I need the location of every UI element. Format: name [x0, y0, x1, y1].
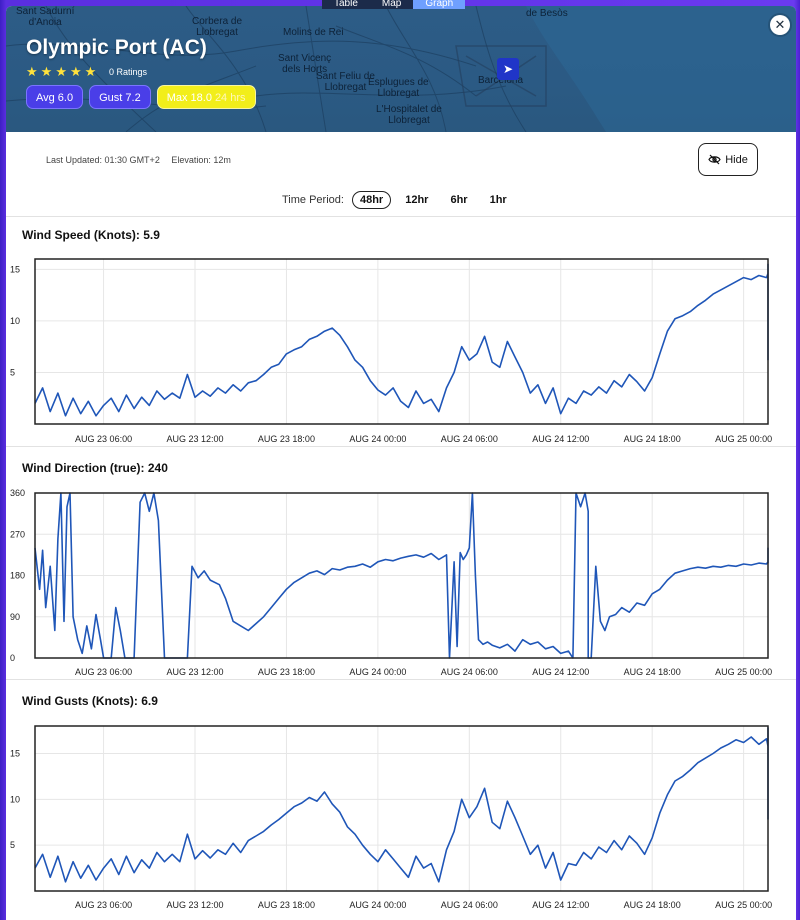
wind-direction-chart[interactable]: 0 90 180 270 360 AUG 23 06:00 AUG 23 12:00 AUG …: [6, 447, 796, 680]
max-badge: Max 18.0 24 hrs: [156, 85, 256, 109]
y-tick-label: 0: [10, 653, 15, 663]
close-icon: ✕: [774, 17, 786, 32]
x-tick-label: AUG 23 12:00: [166, 434, 223, 444]
map-header[interactable]: Sant Sadurní d'Anoia Corbera de Llobrega…: [6, 6, 796, 132]
x-tick-label: AUG 23 06:00: [75, 667, 132, 677]
star-icon[interactable]: ★: [84, 64, 97, 79]
y-tick-label: 15: [10, 749, 20, 759]
x-tick-label: AUG 24 12:00: [532, 900, 589, 910]
elevation: Elevation: 12m: [171, 155, 231, 165]
y-tick-label: 15: [10, 264, 20, 274]
station-panel: Sant Sadurní d'Anoia Corbera de Llobrega…: [6, 6, 796, 920]
x-tick-label: AUG 23 06:00: [75, 900, 132, 910]
period-12hr-button[interactable]: 12hr: [405, 194, 429, 206]
last-updated: Last Updated: 01:30 GMT+2: [46, 155, 160, 165]
x-tick-label: AUG 24 06:00: [441, 900, 498, 910]
x-tick-label: AUG 24 00:00: [349, 900, 406, 910]
wind-gusts-chart[interactable]: 5 10 15 AUG 23 06:00 AUG 23 12:00 AUG 23 18:0…: [6, 680, 796, 920]
x-tick-label: AUG 23 18:00: [258, 900, 315, 910]
x-tick-label: AUG 24 06:00: [441, 667, 498, 677]
plot-frame: [34, 725, 769, 892]
period-6hr-button[interactable]: 6hr: [450, 194, 468, 206]
tab-table[interactable]: Table: [322, 0, 370, 9]
map-label: Esplugues de Llobregat: [368, 77, 429, 99]
time-period-label: Time Period:: [282, 194, 344, 206]
x-tick-label: AUG 24 18:00: [624, 667, 681, 677]
x-tick-label: AUG 23 12:00: [166, 667, 223, 677]
hide-button[interactable]: Hide: [698, 143, 758, 176]
x-tick-label: AUG 23 18:00: [258, 434, 315, 444]
station-name: Olympic Port (AC): [26, 36, 207, 59]
x-tick-label: AUG 25 00:00: [715, 900, 772, 910]
station-meta: Last Updated: 01:30 GMT+2 Elevation: 12m: [46, 155, 231, 165]
period-1hr-button[interactable]: 1hr: [489, 194, 507, 206]
y-tick-label: 10: [10, 794, 20, 804]
wind-direction-section: Wind Direction (true): 240 0 90 180 270 360 A…: [6, 446, 796, 679]
y-tick-label: 270: [10, 529, 25, 539]
ratings-count: 0 Ratings: [109, 67, 148, 77]
plot-frame: [34, 492, 769, 659]
wind-speed-title: Wind Speed (Knots): 5.9: [22, 228, 160, 242]
max-value: Max 18.0: [166, 92, 212, 104]
avg-badge: Avg 6.0: [26, 85, 84, 109]
period-48hr-button[interactable]: 48hr: [351, 191, 392, 209]
y-tick-label: 10: [10, 316, 20, 326]
star-icon[interactable]: ★: [55, 64, 67, 79]
x-tick-label: AUG 24 18:00: [624, 434, 681, 444]
x-tick-label: AUG 24 18:00: [624, 900, 681, 910]
x-tick-label: AUG 24 00:00: [349, 434, 406, 444]
map-label: Corbera de Llobregat: [192, 16, 243, 38]
view-tabs: Table Map Graph: [322, 0, 466, 9]
x-tick-label: AUG 24 12:00: [532, 434, 589, 444]
series-line: [34, 727, 769, 883]
x-tick-label: AUG 25 00:00: [715, 667, 772, 677]
y-tick-label: 360: [10, 488, 25, 498]
map-label: Sant Vicenç dels Horts: [278, 53, 332, 75]
x-tick-label: AUG 24 00:00: [349, 667, 406, 677]
star-icon[interactable]: ★: [40, 64, 53, 79]
map-label: de Besòs: [526, 8, 568, 19]
x-tick-label: AUG 24 06:00: [441, 434, 498, 444]
rating-stars[interactable]: ★ ★ ★ ★ ★: [26, 65, 96, 78]
series-line: [34, 263, 769, 417]
x-tick-label: AUG 25 00:00: [715, 434, 772, 444]
wind-stat-badges: Avg 6.0 Gust 7.2 Max 18.0 24 hrs: [26, 85, 256, 109]
station-location-icon[interactable]: ➤: [497, 58, 519, 80]
y-tick-label: 5: [10, 840, 15, 850]
plot-frame: [34, 258, 769, 425]
x-tick-label: AUG 23 12:00: [166, 900, 223, 910]
tab-graph[interactable]: Graph: [413, 0, 466, 9]
y-tick-label: 90: [10, 612, 20, 622]
y-tick-label: 5: [10, 367, 15, 377]
x-tick-label: AUG 24 12:00: [532, 667, 589, 677]
y-tick-label: 180: [10, 571, 25, 581]
x-tick-label: AUG 23 18:00: [258, 667, 315, 677]
wind-speed-chart[interactable]: 5 10 15 AUG 23 06:00 AUG 23 12:00 AUG 23 18:0…: [6, 217, 796, 447]
map-label: Sant Sadurní d'Anoia: [16, 6, 75, 28]
x-tick-label: AUG 23 06:00: [75, 434, 132, 444]
close-button[interactable]: ✕: [770, 15, 790, 35]
map-label: Molins de Rei: [283, 27, 344, 38]
tab-map[interactable]: Map: [369, 0, 414, 9]
hide-label: Hide: [725, 153, 748, 166]
map-label: L'Hospitalet de Llobregat: [376, 104, 442, 126]
gust-badge: Gust 7.2: [89, 85, 151, 109]
wind-direction-title: Wind Direction (true): 240: [22, 461, 168, 475]
map-label: Sant Feliu de Llobregat: [316, 71, 375, 93]
map-label: Barcelona: [478, 75, 524, 86]
wind-gusts-section: Wind Gusts (Knots): 6.9 5 10 15 AUG 23 06:0…: [6, 679, 796, 920]
wind-gusts-title: Wind Gusts (Knots): 6.9: [22, 694, 158, 708]
star-icon[interactable]: ★: [26, 64, 38, 79]
eye-off-icon: [708, 154, 721, 165]
star-icon[interactable]: ★: [69, 64, 82, 79]
wind-speed-section: Wind Speed (Knots): 5.9 5 10 15 AUG 23 06:0…: [6, 216, 796, 446]
max-period: 24 hrs: [214, 92, 246, 104]
series-line: [34, 492, 769, 659]
time-period-selector: Time Period: 48hr 12hr 6hr 1hr: [282, 189, 515, 211]
